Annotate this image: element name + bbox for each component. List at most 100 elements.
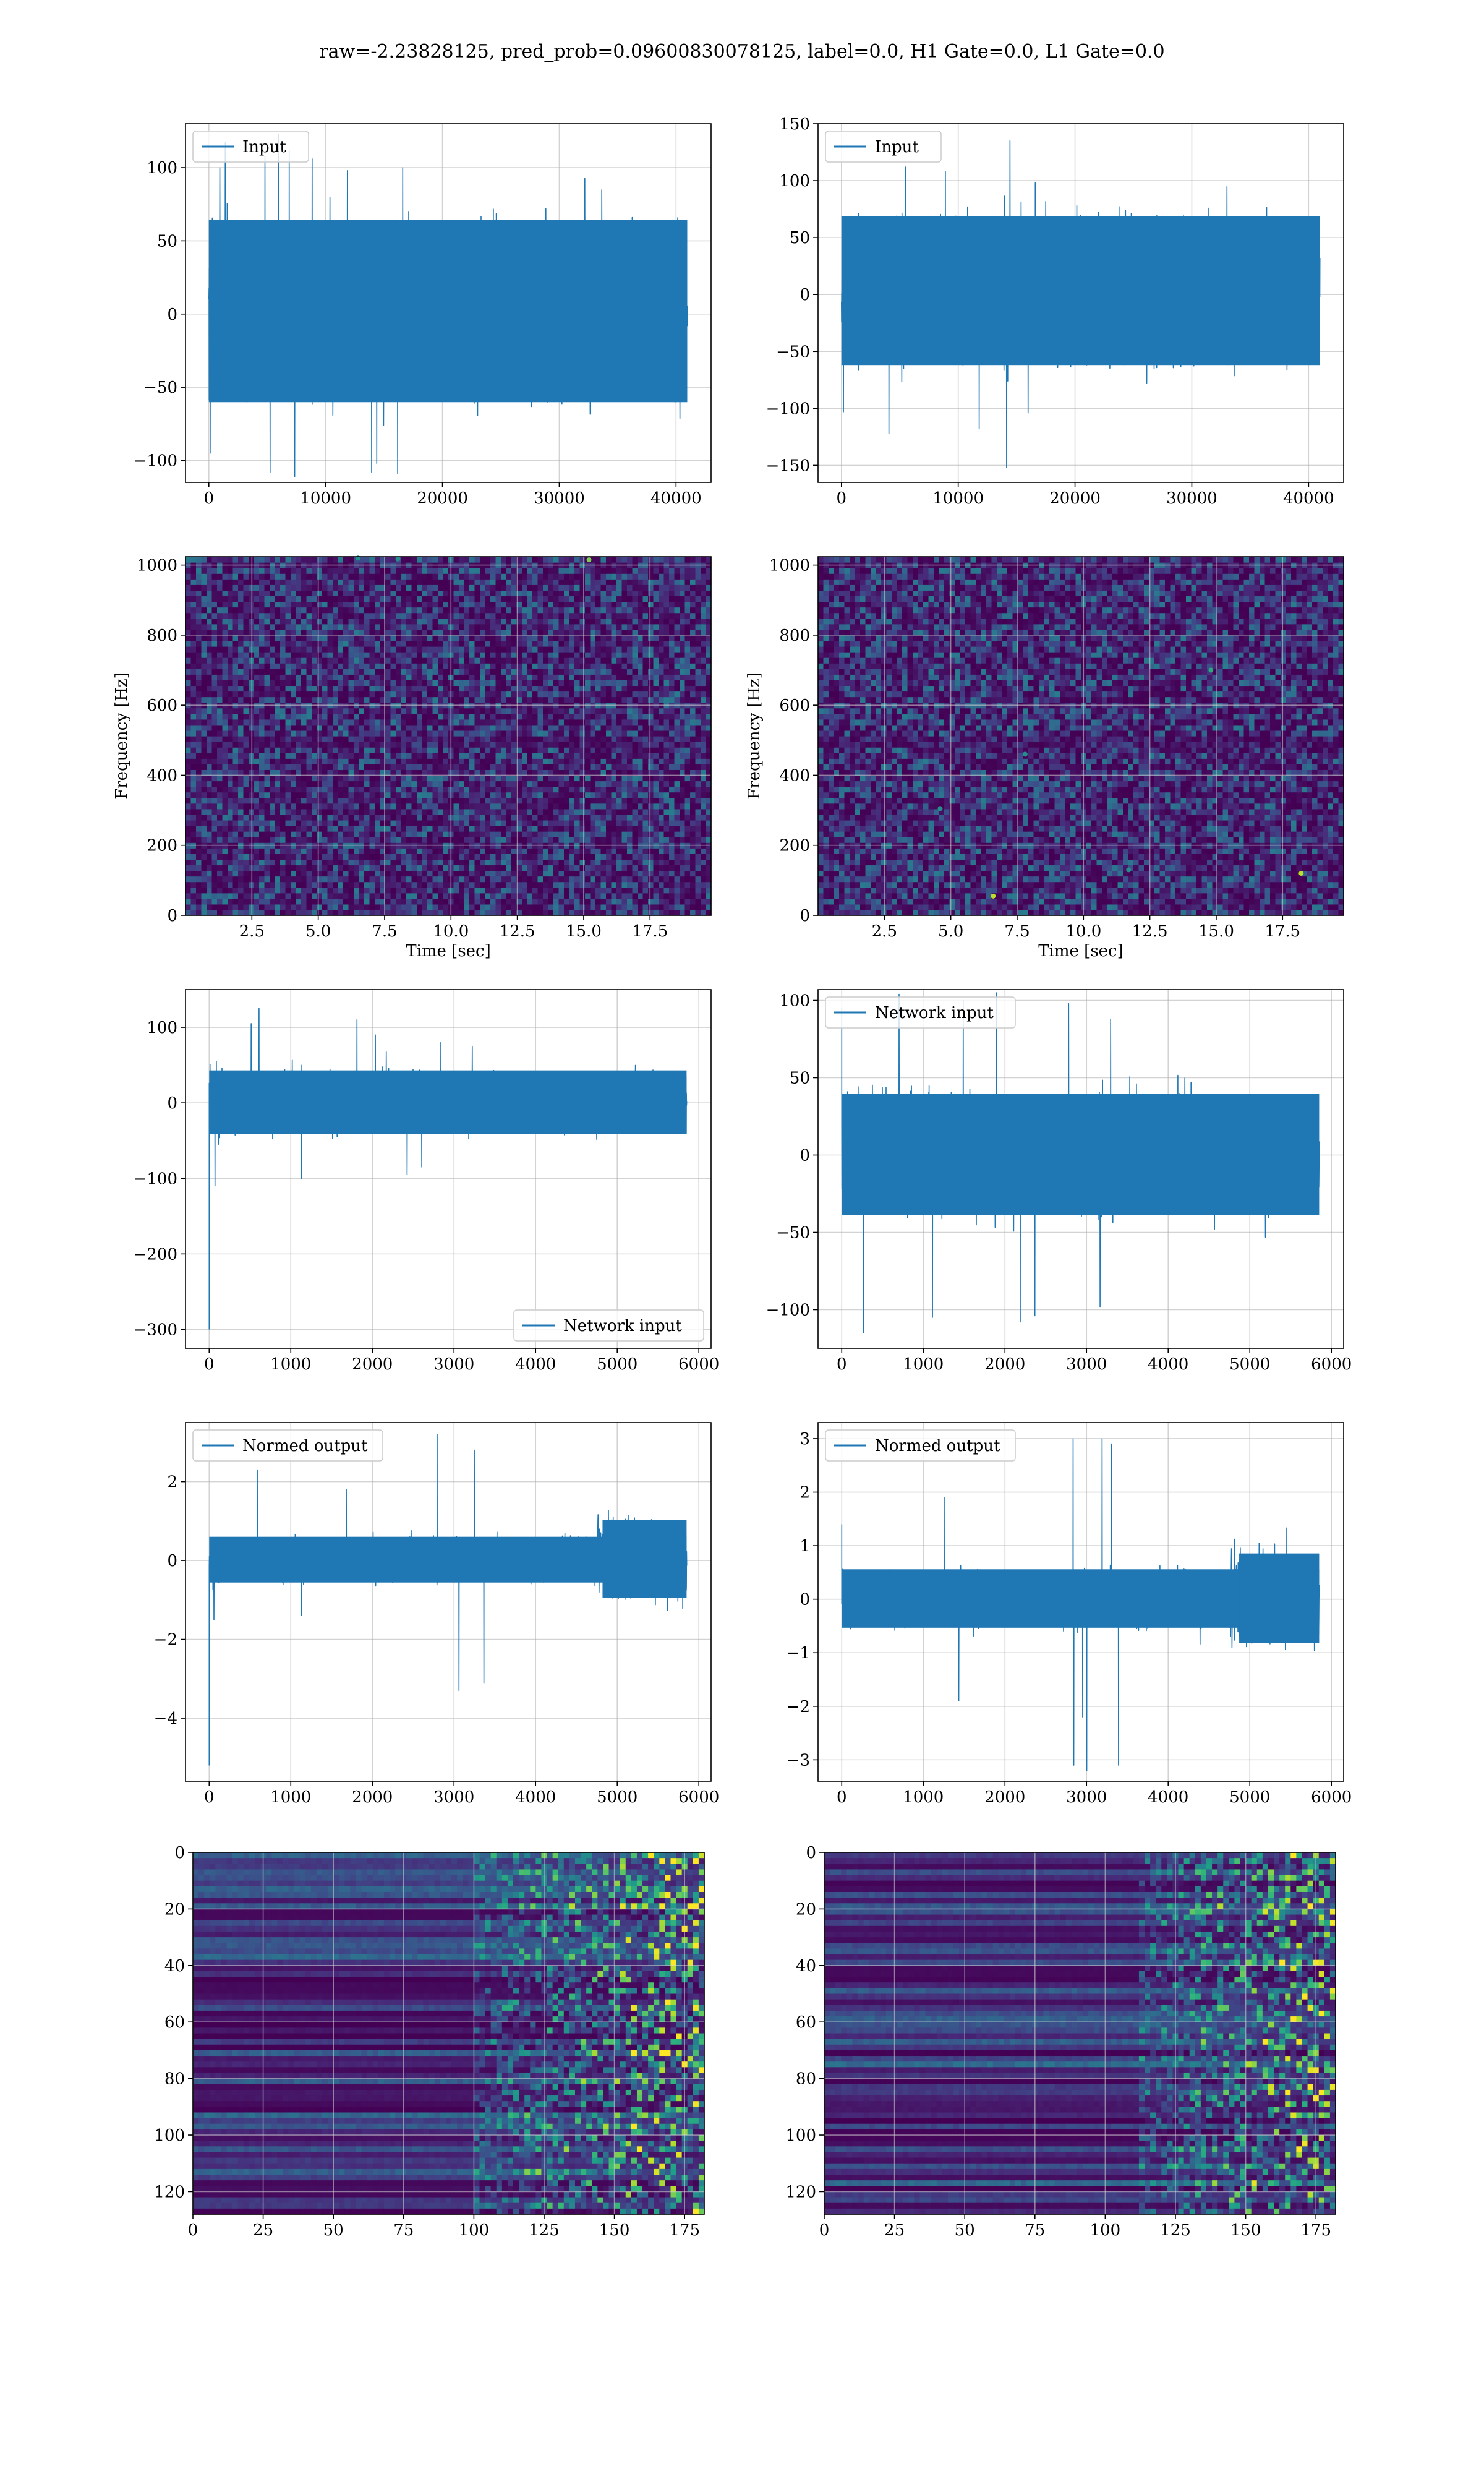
heatmap-cell [244,865,249,871]
heatmap-cell [443,719,449,726]
heatmap-cell [527,876,533,883]
heatmap-cell [480,769,485,776]
heatmap-cell [196,904,202,910]
heatmap-cell [191,725,197,731]
heatmap-cell [591,803,596,810]
heatmap-cell [627,674,633,680]
heatmap-cell [359,899,365,905]
heatmap-cell [233,764,239,770]
heatmap-cell [364,646,370,653]
heatmap-cell [612,769,617,776]
heatmap-cell [196,764,202,770]
heatmap-cell [501,714,506,720]
heatmap-cell [511,876,517,883]
heatmap-cell [464,859,470,865]
heatmap-cell [669,809,675,815]
heatmap-cell [212,871,218,877]
heatmap-cell [564,663,569,669]
heatmap-cell [328,674,333,680]
heatmap-cell [385,815,391,821]
heatmap-cell [259,697,265,703]
heatmap-cell [438,758,443,764]
heatmap-cell [595,674,601,680]
heatmap-cell [364,652,370,658]
heatmap-cell [354,764,359,770]
heatmap-cell [270,747,275,753]
heatmap-cell [701,815,706,821]
heatmap-cell [207,910,212,916]
heatmap-cell [223,652,228,658]
heatmap-cell [532,685,538,691]
heatmap-cell [322,680,328,686]
heatmap-cell [233,815,239,821]
heatmap-cell [685,753,691,759]
heatmap-cell [469,910,475,916]
heatmap-cell [569,646,575,653]
heatmap-cell [601,809,607,815]
heatmap-cell [196,708,202,714]
heatmap-cell [511,708,517,714]
heatmap-cell [385,859,391,865]
heatmap-cell [633,747,638,753]
heatmap-cell [659,652,664,658]
heatmap-cell [675,831,680,837]
heatmap-cell [685,714,691,720]
heatmap-cell [359,888,365,894]
heatmap-cell [454,876,459,883]
heatmap-cell [343,904,349,910]
heatmap-cell [638,719,643,726]
heatmap-cell [427,876,433,883]
heatmap-cell [265,669,270,675]
heatmap-cell [480,674,485,680]
heatmap-cell [690,882,696,888]
heatmap-cell [643,837,649,843]
heatmap-cell [627,641,633,647]
heatmap-cell [659,669,664,675]
heatmap-cell [506,882,512,888]
heatmap-cell [301,747,307,753]
heatmap-cell [265,787,270,793]
heatmap-cell [543,730,548,737]
heatmap-cell [616,669,622,675]
heatmap-cell [638,826,643,832]
heatmap-cell [396,882,401,888]
heatmap-cell [675,792,680,798]
heatmap-cell [275,859,281,865]
heatmap-cell [328,769,333,776]
heatmap-cell [475,888,480,894]
heatmap-cell [322,787,328,793]
heatmap-cell [349,685,354,691]
heatmap-cell [370,685,375,691]
heatmap-cell [501,831,506,837]
heatmap-cell [396,792,401,798]
heatmap-cell [259,831,265,837]
heatmap-cell [343,859,349,865]
heatmap-cell [301,691,307,698]
heatmap-cell [338,758,344,764]
heatmap-cell [301,730,307,737]
heatmap-cell [480,904,485,910]
heatmap-cell [364,736,370,742]
heatmap-cell [585,758,591,764]
heatmap-cell [207,803,212,810]
heatmap-cell [443,798,449,804]
heatmap-cell [244,792,249,798]
heatmap-cell [233,685,239,691]
heatmap-cell [553,742,559,748]
heatmap-cell [286,641,291,647]
heatmap-cell [312,742,317,748]
heatmap-cell [212,787,218,793]
heatmap-cell [527,910,533,916]
heatmap-cell [286,753,291,759]
heatmap-cell [186,893,191,899]
heatmap-cell [349,865,354,871]
heatmap-cell [648,888,654,894]
heatmap-cell [191,663,197,669]
heatmap-cell [364,714,370,720]
heatmap-cell [480,697,485,703]
heatmap-cell [338,899,344,905]
heatmap-cell [406,747,412,753]
heatmap-cell [391,888,396,894]
heatmap-cell [354,831,359,837]
heatmap-cell [233,674,239,680]
